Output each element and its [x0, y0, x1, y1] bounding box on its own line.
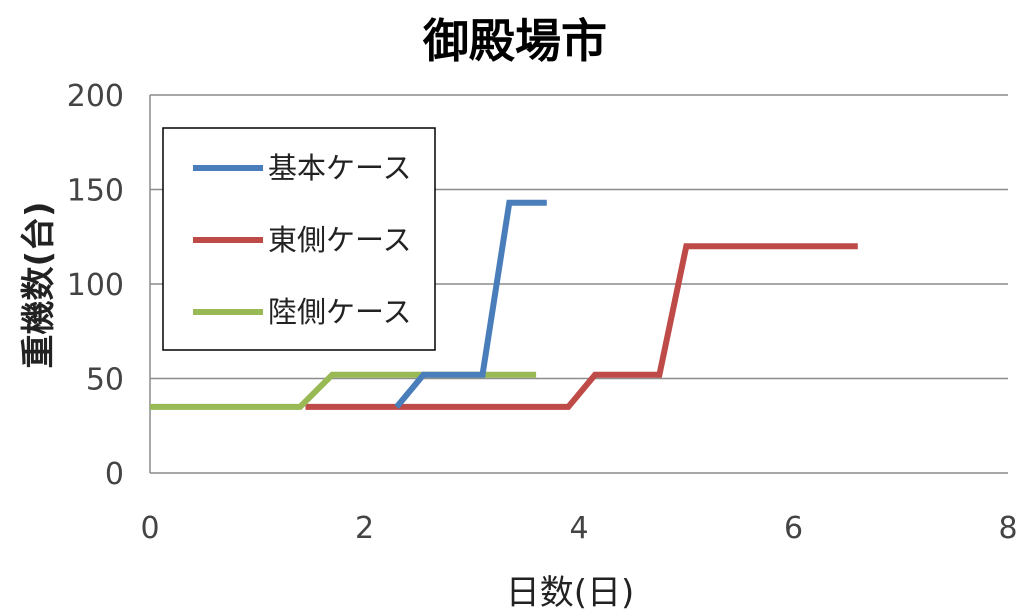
- y-tick-label: 50: [86, 363, 124, 398]
- series-lines: [150, 199, 858, 410]
- chart-title: 御殿場市: [422, 14, 607, 68]
- x-tick-label: 6: [784, 511, 803, 546]
- x-axis-label: 日数(日): [506, 573, 635, 613]
- y-axis-label: 重機数(台): [19, 201, 59, 368]
- x-tick-label: 4: [569, 511, 588, 546]
- series-line-2: [150, 371, 537, 410]
- series-line-1: [305, 243, 858, 410]
- series-line-0: [394, 199, 547, 409]
- legend-label-1: 東側ケース: [268, 223, 412, 257]
- x-tick-label: 0: [140, 511, 159, 546]
- y-tick-label: 150: [67, 174, 124, 209]
- y-tick-label: 100: [67, 268, 124, 303]
- y-tick-label: 200: [67, 79, 124, 114]
- x-tick-labels: 0 2 4 6 8: [140, 511, 1017, 546]
- y-tick-label: 0: [105, 457, 124, 492]
- y-tick-labels: 0 50 100 150 200: [67, 79, 124, 492]
- legend-label-2: 陸側ケース: [268, 295, 412, 329]
- legend-label-0: 基本ケース: [268, 151, 412, 185]
- x-tick-label: 8: [998, 511, 1017, 546]
- x-tick-label: 2: [355, 511, 374, 546]
